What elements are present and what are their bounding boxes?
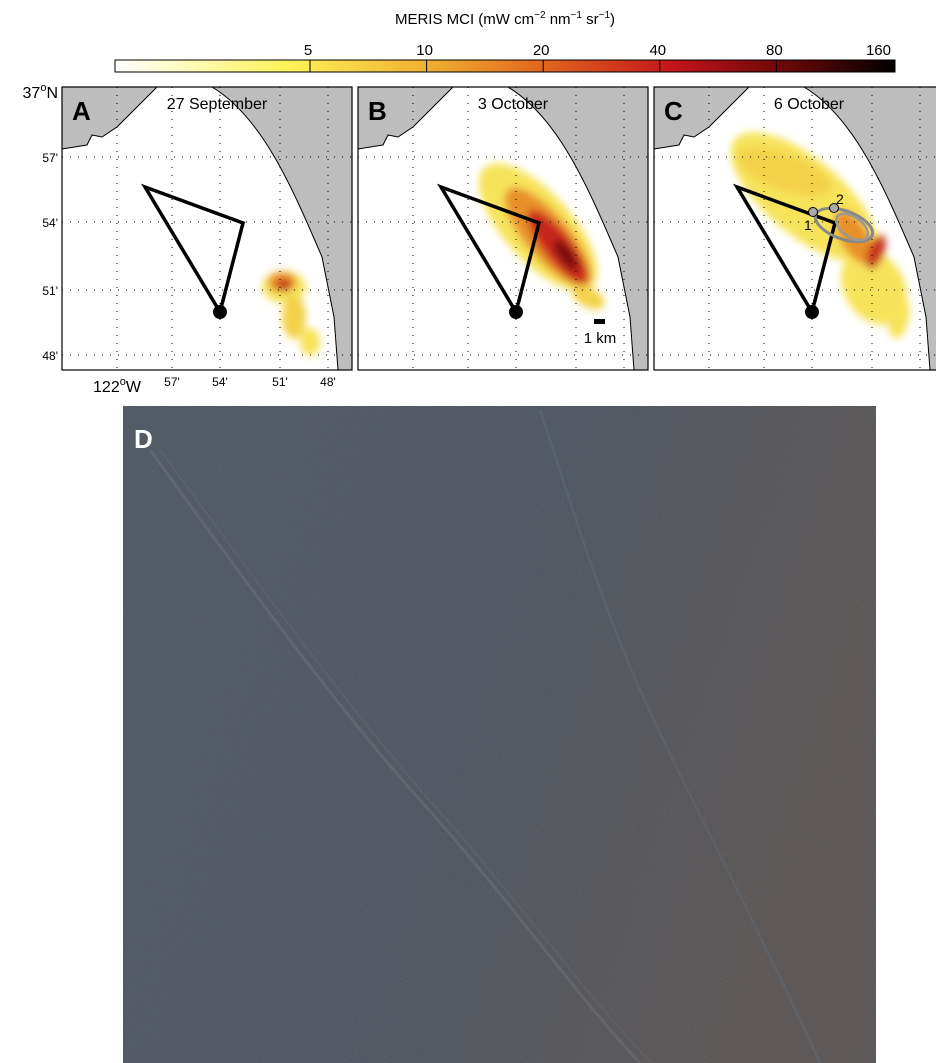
- station: [829, 203, 839, 213]
- colorbar-tick-label: 160: [866, 42, 891, 59]
- map-panel: C 6 October 1 2: [653, 86, 936, 371]
- axis-label: 122oW: [93, 376, 142, 396]
- map-panel: A 27 September: [61, 86, 353, 371]
- map-panel: B 3 October 1 km: [357, 86, 649, 371]
- lat-tick-label: 54': [42, 216, 58, 230]
- mooring: [213, 305, 227, 319]
- title-part: −1: [599, 10, 611, 21]
- axis-labels: 37oN 57' 54' 51' 48' 122oW 57' 54' 51' 48': [23, 82, 336, 396]
- transect: [732, 183, 838, 317]
- title-part: −2: [534, 10, 546, 21]
- colorbar-tick-label: 5: [304, 42, 312, 59]
- colorbar: [114, 59, 896, 73]
- bloom: [262, 271, 320, 356]
- lat-tick-label: 48': [42, 349, 58, 363]
- land: [358, 87, 454, 150]
- land: [654, 87, 750, 150]
- panel-date: 3 October: [478, 96, 549, 113]
- mooring: [805, 305, 819, 319]
- drifter-track: [834, 212, 870, 242]
- scale-label: 1 km: [584, 330, 617, 347]
- station-label: 2: [836, 191, 844, 207]
- lon-tick-label: 57': [164, 375, 180, 389]
- panel-date: 27 September: [167, 96, 268, 113]
- title-part: MERIS MCI (mW cm: [395, 11, 534, 28]
- lat-tick-label: 57': [42, 151, 58, 165]
- lon-tick-label: 51': [272, 375, 288, 389]
- colorbar-tick-label: 40: [649, 42, 666, 59]
- lon-tick-label: 48': [320, 375, 336, 389]
- scale-bar: [594, 319, 605, 324]
- title-part: sr: [582, 11, 599, 28]
- transect: [436, 183, 542, 317]
- photo: D: [123, 406, 876, 1063]
- title-part: ): [610, 11, 615, 28]
- panel-letter: A: [72, 96, 91, 126]
- colorbar-title: MERIS MCI (mW cm−2 nm−1 sr−1): [395, 10, 615, 28]
- colorbar-tick-label: 10: [416, 42, 433, 59]
- panel-date: 6 October: [774, 96, 845, 113]
- land: [211, 87, 352, 370]
- photo-label: D: [134, 424, 153, 454]
- panel-frame: [61, 86, 353, 371]
- colorbar-tick-label: 20: [533, 42, 550, 59]
- panel-letter: C: [664, 96, 683, 126]
- panel-frame: [357, 86, 649, 371]
- lon-tick-label: 54': [212, 375, 228, 389]
- title-part: nm: [546, 11, 571, 28]
- land: [507, 87, 648, 370]
- colorbar-tick-label: 80: [766, 42, 783, 59]
- land: [62, 87, 158, 150]
- map-panels: A 27 September B 3 October 1 km C 6 October 1 2: [61, 86, 936, 371]
- panel-frame: [653, 86, 936, 371]
- station: [808, 207, 818, 217]
- lat-tick-label: 51': [42, 284, 58, 298]
- land: [803, 87, 936, 370]
- colorbar-ticks: 5 10 20 40 80 160: [304, 42, 894, 72]
- axis-label: 37oN: [23, 82, 58, 102]
- station-label: 1: [804, 217, 812, 233]
- title-part: −1: [571, 10, 583, 21]
- panel-letter: B: [368, 96, 387, 126]
- mooring: [509, 305, 523, 319]
- transect: [140, 183, 246, 317]
